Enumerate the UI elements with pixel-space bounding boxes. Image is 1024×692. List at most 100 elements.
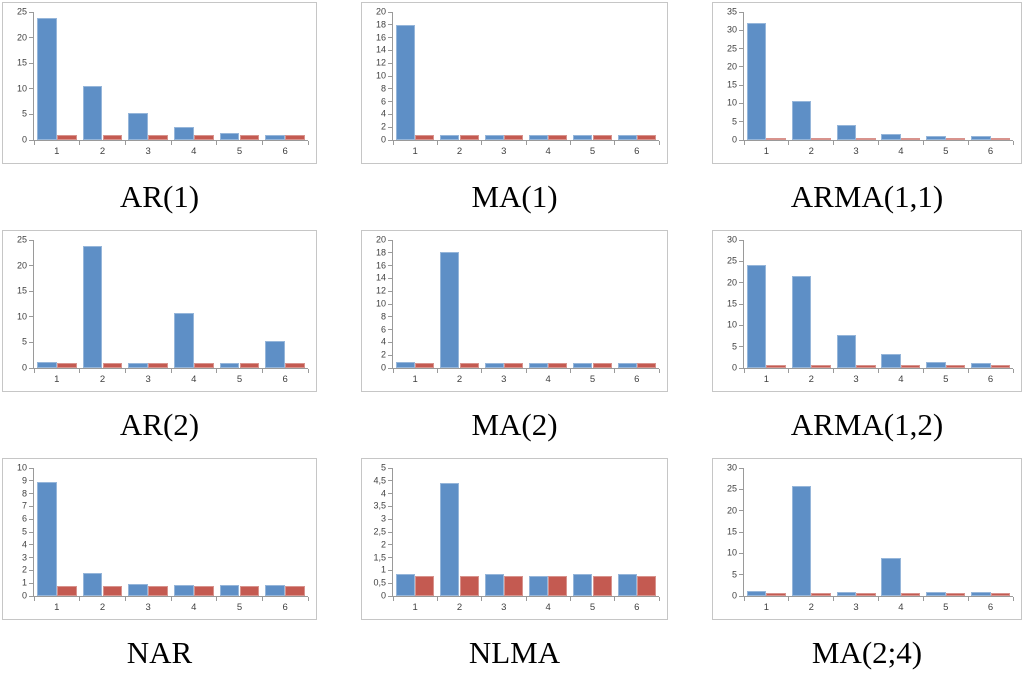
plot-area: 0 1 2 3 4 5 6 7 8 9 10 1 2 3 4 5 6 (17, 463, 309, 613)
x-tick-label: 6 (987, 602, 994, 613)
bar-blue (440, 483, 460, 596)
y-tick-label: 0 (731, 362, 737, 373)
x-tick-mark (216, 597, 218, 601)
y-tick-label: 5 (731, 341, 737, 352)
y-tick-mark (388, 101, 392, 103)
x-tick-mark (124, 369, 126, 373)
bar-blue (971, 363, 991, 368)
bar-red (811, 593, 831, 596)
y-tick-label: 12 (375, 57, 386, 68)
chart-panel: 0 5 10 15 20 25 30 35 1 2 3 4 5 6 (712, 2, 1022, 164)
x-tick-mark (481, 141, 483, 145)
bar-red (990, 593, 1011, 596)
y-tick-label: 3 (380, 513, 386, 524)
y-tick-label: 30 (726, 462, 737, 473)
bar-blue (173, 313, 194, 368)
y-tick-label: 4 (380, 336, 386, 347)
plot-area: 0 0,5 1 1,5 2 2,5 3 3,5 4 4,5 5 1 2 3 4 5 6 (373, 463, 660, 613)
bar-blue (926, 362, 946, 368)
chart-title: NAR (126, 635, 193, 670)
x-tick-mark (436, 369, 438, 373)
y-tick-mark (29, 505, 33, 507)
bar-blue (791, 101, 812, 140)
bar-blue (926, 135, 946, 140)
chart-title: AR(1) (119, 179, 200, 214)
y-tick-mark (388, 518, 392, 520)
plot-area: 0 5 10 15 20 25 1 2 3 4 5 6 (17, 7, 309, 157)
x-tick-label: 4 (191, 146, 197, 157)
bar-blue (484, 362, 504, 368)
y-tick-mark (388, 290, 392, 292)
x-tick-mark (392, 369, 394, 373)
y-tick-label: 1,5 (373, 552, 386, 563)
x-tick-label: 5 (589, 602, 596, 613)
bar-red (900, 137, 921, 140)
bar-red (148, 585, 169, 596)
x-tick-label: 4 (191, 374, 197, 385)
y-tick-label: 12 (375, 285, 386, 296)
y-tick-label: 5 (21, 526, 27, 537)
bar-blue (746, 591, 767, 596)
bar-blue (617, 574, 637, 596)
bar-blue (82, 85, 103, 140)
bar-red (856, 593, 876, 596)
y-tick-label: 20 (726, 505, 737, 516)
x-tick-mark (261, 369, 263, 373)
x-tick-mark (525, 597, 527, 601)
x-tick-label: 1 (54, 374, 60, 385)
y-tick-label: 8 (21, 488, 27, 499)
bar-blue (791, 485, 812, 596)
bar-blue (36, 482, 57, 596)
x-tick-label: 4 (898, 374, 904, 385)
bar-blue (528, 362, 549, 368)
y-tick-label: 30 (726, 234, 737, 245)
y-tick-mark (29, 569, 33, 571)
x-tick-label: 1 (763, 146, 770, 157)
bar-blue (971, 136, 991, 140)
x-tick-mark (743, 369, 745, 373)
y-tick-label: 3,5 (373, 500, 386, 511)
y-tick-mark (739, 84, 743, 86)
x-tick-label: 6 (634, 602, 640, 613)
bar-blue (395, 24, 416, 140)
bar-red (415, 134, 435, 140)
y-tick-mark (388, 354, 392, 356)
y-tick-label: 0 (380, 590, 386, 601)
bar-red (990, 137, 1011, 140)
y-tick-mark (388, 239, 392, 241)
y-tick-mark (739, 139, 743, 141)
bar-blue (791, 276, 812, 368)
x-tick-mark (922, 369, 924, 373)
chart-panel: 0 5 10 15 20 25 30 1 2 3 4 5 6 (712, 230, 1022, 392)
y-tick-label: 5 (731, 569, 737, 580)
y-tick-label: 14 (375, 272, 386, 283)
x-tick-label: 6 (987, 146, 994, 157)
bar-red (811, 137, 831, 140)
bar-red (503, 134, 524, 140)
plot-area: 0 5 10 15 20 25 30 1 2 3 4 5 6 (727, 463, 1014, 613)
y-tick-label: 25 (16, 6, 27, 17)
bar-red (592, 134, 612, 140)
x-tick-mark (614, 597, 616, 601)
x-tick-label: 3 (501, 146, 507, 157)
x-tick-mark (614, 141, 616, 145)
bar-blue (173, 126, 194, 140)
chart-cell: 0 0,5 1 1,5 2 2,5 3 3,5 4 4,5 5 1 2 3 4 5 6 NLMA (361, 458, 668, 686)
bar-blue (128, 363, 149, 368)
x-tick-label: 4 (898, 146, 904, 157)
y-tick-label: 4 (380, 108, 386, 119)
x-tick-label: 3 (501, 602, 507, 613)
bar-red (945, 137, 966, 140)
x-tick-label: 6 (634, 374, 640, 385)
bar-red (636, 575, 657, 596)
y-tick-label: 20 (375, 6, 386, 17)
x-tick-label: 2 (808, 602, 814, 613)
bar-red (592, 575, 612, 596)
y-tick-mark (388, 113, 392, 115)
y-tick-label: 25 (726, 483, 737, 494)
bar-blue (265, 585, 286, 596)
chart-title: AR(2) (119, 407, 200, 442)
x-tick-mark (79, 369, 81, 373)
y-tick-label: 4 (21, 539, 27, 550)
chart-cell: 0 5 10 15 20 25 30 1 2 3 4 5 6 MA(2;4) (712, 458, 1022, 686)
